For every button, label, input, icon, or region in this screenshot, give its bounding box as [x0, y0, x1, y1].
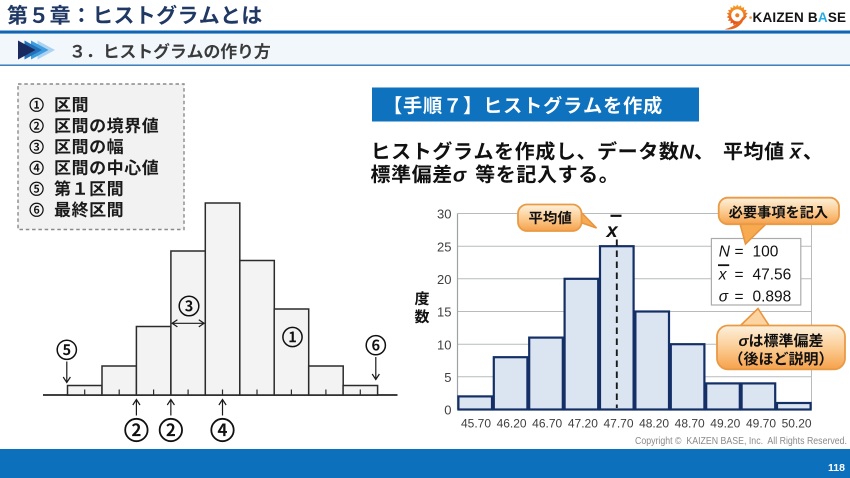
svg-text:48.20: 48.20	[639, 417, 669, 431]
svg-text:46.70: 46.70	[532, 417, 562, 431]
svg-text:σ=0.898: σ = 0.898	[719, 288, 792, 305]
svg-text:Copyright © KAIZEN BASE, Inc.: Copyright © KAIZEN BASE, Inc. All Rights…	[635, 436, 847, 447]
svg-text:15: 15	[437, 305, 451, 320]
svg-text:46.20: 46.20	[497, 417, 527, 431]
svg-text:48.70: 48.70	[675, 417, 705, 431]
svg-text:45.70: 45.70	[461, 417, 491, 431]
svg-text:x=47.56: x = 47.56	[718, 266, 792, 283]
svg-text:20: 20	[437, 272, 451, 287]
svg-text:47.20: 47.20	[568, 417, 598, 431]
svg-text:0: 0	[444, 403, 451, 418]
svg-text:25: 25	[437, 239, 451, 254]
svg-text:10: 10	[437, 337, 451, 352]
svg-text:118: 118	[828, 462, 845, 474]
svg-text:5: 5	[444, 370, 451, 385]
svg-text:N=100: N = 100	[719, 244, 779, 261]
svg-text:50.20: 50.20	[782, 417, 812, 431]
svg-text:49.20: 49.20	[710, 417, 740, 431]
svg-text:KAIZEN BASE: KAIZEN BASE	[753, 10, 847, 25]
svg-text:49.70: 49.70	[746, 417, 776, 431]
svg-text:47.70: 47.70	[603, 417, 633, 431]
svg-text:30: 30	[437, 207, 451, 222]
